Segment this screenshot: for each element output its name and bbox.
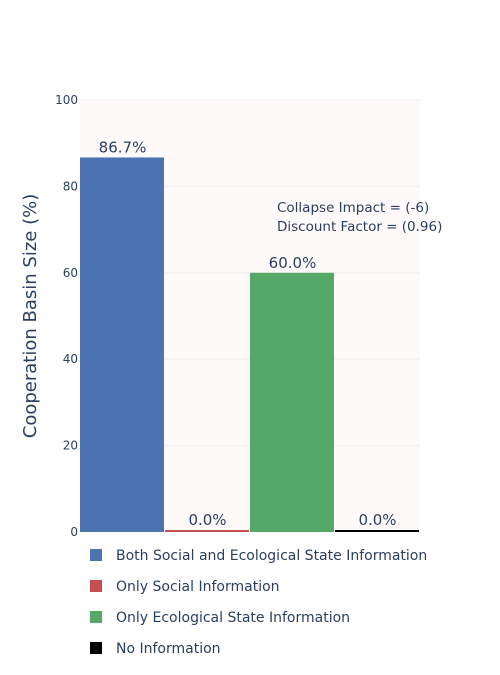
y-tick-label: 100: [55, 93, 78, 107]
y-tick-label: 80: [63, 179, 78, 193]
y-tick-label: 20: [63, 439, 78, 453]
y-axis-label: Cooperation Basin Size (%): [20, 194, 41, 438]
legend-label: Only Ecological State Information: [116, 610, 350, 626]
bar: [80, 157, 164, 532]
annotation-discount-factor: Discount Factor = (0.96): [277, 219, 442, 235]
y-tick-label: 60: [63, 266, 78, 280]
data-label: 0.0%: [188, 511, 226, 529]
annotation-collapse-impact: Collapse Impact = (-6): [277, 200, 429, 216]
legend-swatch: [90, 611, 102, 623]
legend-label: Only Social Information: [116, 579, 280, 595]
legend-label: Both Social and Ecological State Informa…: [116, 548, 427, 564]
data-label: 86.7%: [99, 138, 147, 156]
legend: Both Social and Ecological State Informa…: [90, 548, 427, 657]
legend-label: No Information: [116, 641, 221, 657]
legend-swatch: [90, 580, 102, 592]
bar: [250, 272, 334, 532]
legend-swatch: [90, 549, 102, 561]
data-label: 60.0%: [269, 254, 317, 272]
y-axis-ticks: 0 20 40 60 80 100: [55, 93, 78, 539]
bars: [80, 157, 419, 532]
data-label: 0.0%: [358, 511, 396, 529]
bar: [165, 530, 249, 532]
legend-swatch: [90, 642, 102, 654]
y-tick-label: 0: [70, 525, 78, 539]
y-tick-label: 40: [63, 352, 78, 366]
bar: [335, 530, 419, 532]
data-labels: 86.7% 0.0% 60.0% 0.0%: [99, 138, 397, 529]
